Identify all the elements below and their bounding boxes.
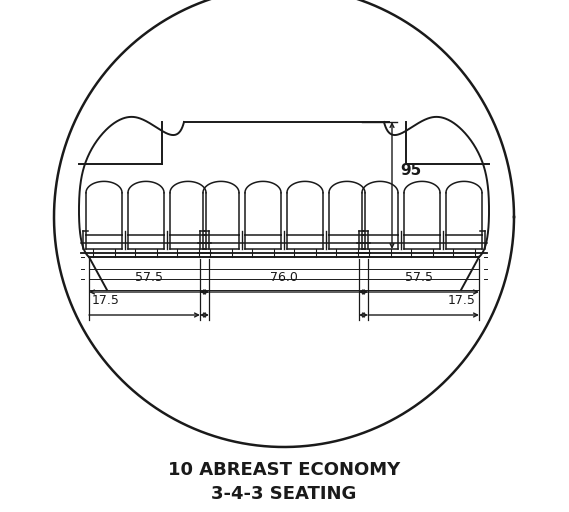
Text: 17.5: 17.5 (92, 294, 120, 307)
Text: 3-4-3 SEATING: 3-4-3 SEATING (211, 485, 357, 503)
Text: 17.5: 17.5 (448, 294, 476, 307)
Text: 95: 95 (400, 163, 421, 178)
Text: 10 ABREAST ECONOMY: 10 ABREAST ECONOMY (168, 461, 400, 479)
Text: 57.5: 57.5 (405, 271, 433, 284)
Text: 76.0: 76.0 (270, 271, 298, 284)
Text: 57.5: 57.5 (135, 271, 163, 284)
